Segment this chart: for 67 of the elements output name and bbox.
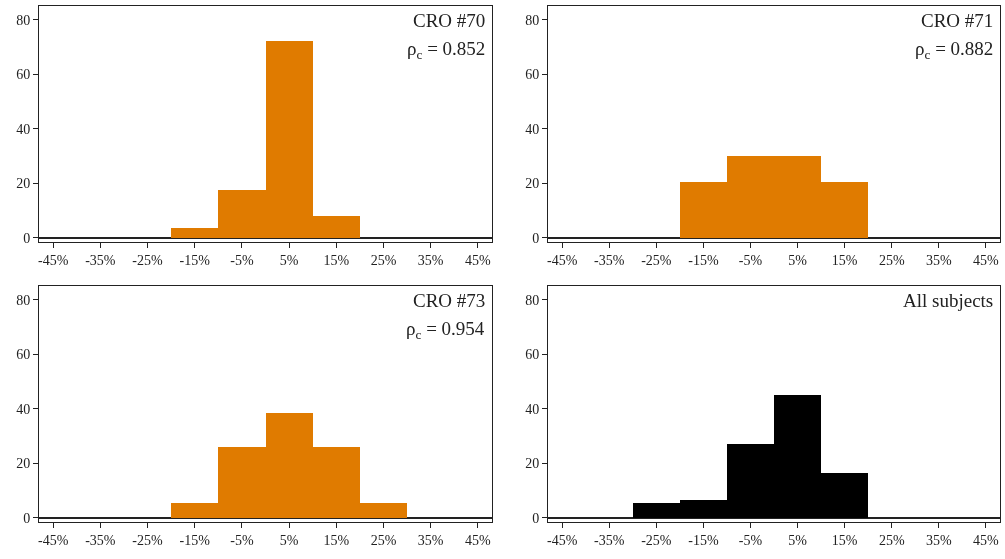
annotation: ρ$_{c}$ = 0.882 xyxy=(915,38,994,62)
y-tick-label: 60 xyxy=(525,67,540,83)
x-tick-label: 15% xyxy=(323,532,350,548)
x-tick-label: -45% xyxy=(546,252,578,268)
y-tick-label: 20 xyxy=(525,456,540,472)
y-tick-label: 0 xyxy=(532,510,540,526)
x-tick-label: 45% xyxy=(973,532,1000,548)
x-tick-label: -35% xyxy=(594,252,625,268)
y-tick-label: 20 xyxy=(16,456,31,472)
x-tick-label: -25% xyxy=(641,252,672,268)
x-tick-label: -35% xyxy=(85,532,116,548)
x-tick-label: 5% xyxy=(279,252,299,268)
x-tick-label: -35% xyxy=(594,532,625,548)
x-tick-label: 35% xyxy=(925,252,952,268)
annotation: All subjects xyxy=(903,290,994,311)
y-tick-label: 80 xyxy=(16,12,31,28)
x-tick-label: -5% xyxy=(738,532,763,548)
x-tick-label: 5% xyxy=(788,532,808,548)
y-tick-label: 60 xyxy=(16,347,31,363)
x-tick-label: -45% xyxy=(546,532,578,548)
y-tick-label: 20 xyxy=(16,176,31,192)
x-tick-label: 5% xyxy=(279,532,299,548)
x-tick-label: -15% xyxy=(688,252,719,268)
x-tick-label: -5% xyxy=(230,252,254,268)
x-tick-label: -35% xyxy=(85,252,116,268)
y-tick-label: 80 xyxy=(525,12,540,28)
annotation: ρ$_{c}$ = 0.852 xyxy=(407,38,486,62)
x-tick-label: -5% xyxy=(738,252,763,268)
annotation: ρ$_{c}$ = 0.954 xyxy=(406,318,485,342)
x-tick-label: 25% xyxy=(878,252,905,268)
x-tick-label: 15% xyxy=(831,252,858,268)
x-tick-label: 15% xyxy=(323,252,350,268)
annotation: CRO #71 xyxy=(921,10,994,31)
x-tick-label: 5% xyxy=(788,252,808,268)
annotation: CRO #73 xyxy=(413,290,486,311)
y-tick-label: 40 xyxy=(16,401,31,417)
y-tick-label: 40 xyxy=(16,121,31,137)
x-tick-label: 45% xyxy=(973,252,1000,268)
y-tick-label: 20 xyxy=(525,176,540,192)
y-tick-label: 0 xyxy=(23,230,31,246)
y-tick-label: 0 xyxy=(23,510,31,526)
x-tick-label: -45% xyxy=(38,532,69,548)
y-tick-label: 80 xyxy=(16,292,31,308)
x-tick-label: -5% xyxy=(230,532,254,548)
x-tick-label: -45% xyxy=(38,252,69,268)
x-tick-label: -25% xyxy=(641,532,672,548)
x-tick-label: 35% xyxy=(925,532,952,548)
y-tick-label: 0 xyxy=(532,230,540,246)
x-tick-label: 25% xyxy=(370,252,397,268)
y-tick-label: 80 xyxy=(525,292,540,308)
x-tick-label: 45% xyxy=(465,532,491,548)
x-tick-label: 35% xyxy=(417,532,444,548)
x-tick-label: 15% xyxy=(831,532,858,548)
annotation: CRO #70 xyxy=(413,10,486,31)
x-tick-label: 25% xyxy=(878,532,905,548)
y-tick-label: 40 xyxy=(525,121,540,137)
y-tick-label: 40 xyxy=(525,401,540,417)
x-tick-label: 45% xyxy=(465,252,491,268)
y-tick-label: 60 xyxy=(16,67,31,83)
y-tick-label: 60 xyxy=(525,347,540,363)
x-tick-label: -25% xyxy=(132,532,164,548)
x-tick-label: 25% xyxy=(370,532,397,548)
x-tick-label: -25% xyxy=(132,252,164,268)
x-tick-label: 35% xyxy=(417,252,444,268)
x-tick-label: -15% xyxy=(179,532,211,548)
x-tick-label: -15% xyxy=(688,532,719,548)
x-tick-label: -15% xyxy=(179,252,211,268)
